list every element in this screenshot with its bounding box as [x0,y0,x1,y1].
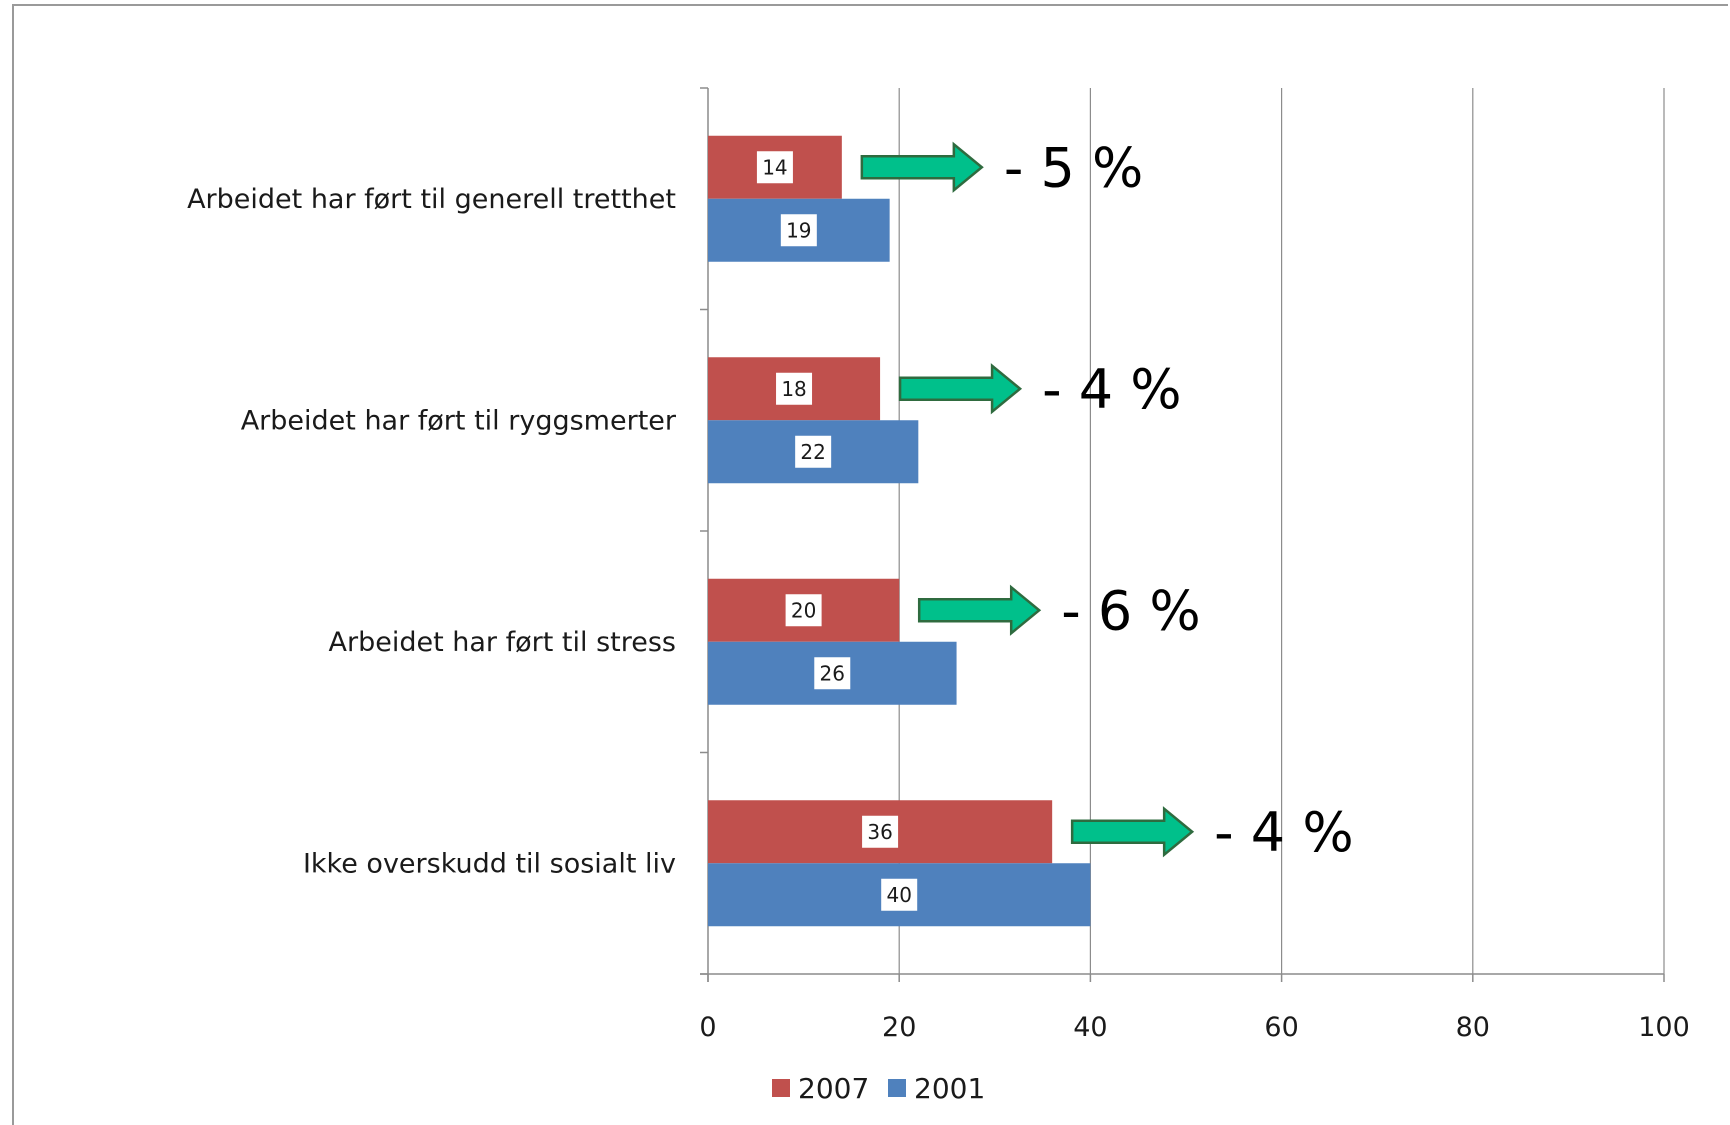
data-label: 26 [820,661,845,685]
legend-swatch-2001 [888,1079,906,1097]
arrow-right-icon [898,363,1023,415]
category-label: Arbeidet har ført til generell tretthet [187,184,676,215]
x-tick-label: 60 [1264,1012,1298,1043]
data-label: 40 [886,883,911,907]
legend-swatch-2007 [772,1079,790,1097]
data-label: 20 [791,598,816,622]
data-label: 22 [800,440,825,464]
data-label: 36 [867,820,892,844]
category-label: Arbeidet har ført til stress [329,627,676,658]
x-tick-label: 100 [1638,1012,1690,1043]
data-label-box [795,435,832,468]
data-label: 18 [781,377,806,401]
legend-label: 2001 [914,1072,985,1105]
category-label: Ikke overskudd til sosialt liv [303,848,676,879]
data-label-box [814,657,851,690]
arrow-right-icon [1070,806,1195,858]
category-label: Arbeidet har ført til ryggsmerter [241,405,677,436]
chart-frame [12,4,1728,1125]
data-label-box [756,151,793,184]
x-tick-label: 80 [1456,1012,1490,1043]
change-annotation: - 4 % [1042,358,1181,421]
x-tick-label: 0 [699,1012,716,1043]
legend-label: 2007 [798,1072,869,1105]
data-label-box [776,372,813,405]
data-label-box [785,594,822,627]
arrow-right-icon [860,141,984,193]
arrow-right-icon [917,584,1042,636]
x-tick-label: 40 [1073,1012,1107,1043]
data-label-box [780,214,817,247]
data-label: 19 [786,218,811,242]
x-tick-label: 20 [882,1012,916,1043]
data-label-box [862,815,899,848]
change-annotation: - 4 % [1214,801,1353,864]
change-annotation: - 5 % [1004,136,1143,199]
data-label: 14 [762,155,787,179]
change-annotation: - 6 % [1061,579,1200,642]
data-label-box [881,878,918,911]
